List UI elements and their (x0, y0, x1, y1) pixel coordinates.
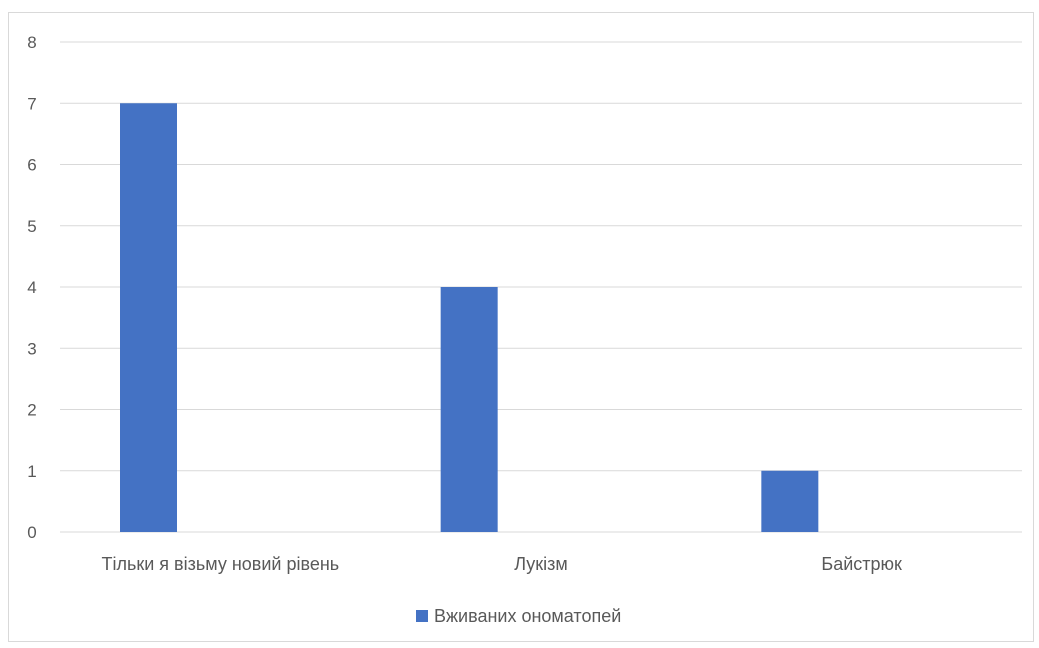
bar-2 (761, 470, 819, 532)
y-tick-label: 6 (27, 156, 36, 175)
chart-frame (8, 12, 1034, 642)
y-tick-label: 8 (27, 33, 36, 52)
x-category-label: Тільки я візьму новий рівень (102, 554, 340, 574)
legend-label: Вживаних ономатопей (434, 606, 621, 626)
legend: Вживаних ономатопей (416, 606, 621, 626)
y-axis-ticks: 0 1 2 3 4 5 6 7 8 (27, 33, 36, 542)
bar-0 (120, 103, 177, 532)
x-category-label: Лукізм (514, 554, 568, 574)
y-tick-label: 0 (27, 523, 36, 542)
category-labels: Тільки я візьму новий рівень Лукізм Байстр… (102, 554, 903, 574)
y-tick-label: 1 (27, 462, 36, 481)
legend-swatch (416, 610, 428, 622)
bar-1 (440, 287, 498, 532)
y-tick-label: 7 (27, 94, 36, 113)
y-tick-label: 4 (27, 278, 36, 297)
y-tick-label: 5 (27, 217, 36, 236)
gridlines (60, 41, 1022, 533)
y-tick-label: 2 (27, 401, 36, 420)
x-category-label: Байстрюк (821, 554, 902, 574)
bars (120, 103, 819, 532)
y-tick-label: 3 (27, 339, 36, 358)
